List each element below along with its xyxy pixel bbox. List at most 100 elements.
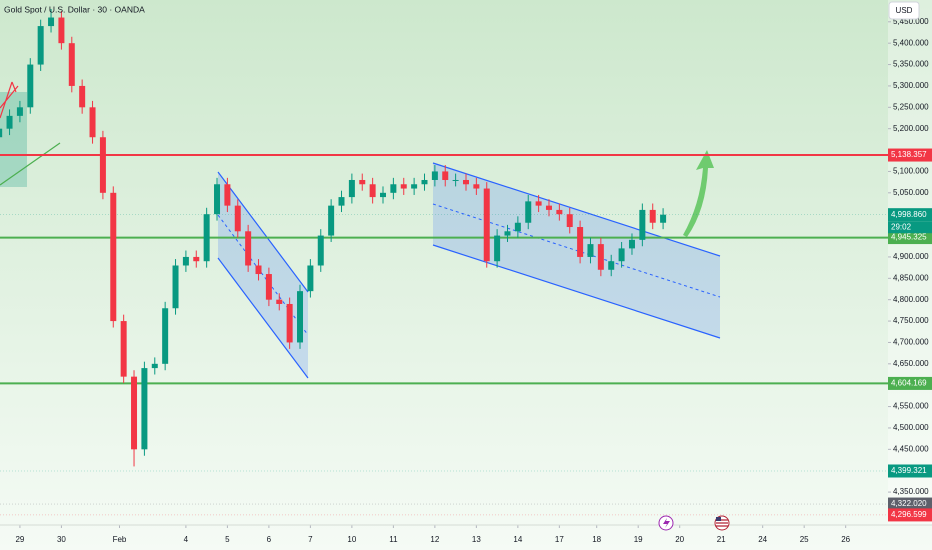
- candle-body: [214, 184, 221, 215]
- candle-body: [297, 291, 304, 343]
- candle-body: [120, 321, 127, 377]
- currency-label[interactable]: USD: [896, 6, 913, 15]
- price-tag-label: 4,945.325: [891, 233, 927, 242]
- candle-body: [141, 368, 148, 450]
- flag-canton: [716, 517, 721, 521]
- currency-button[interactable]: [888, 1, 920, 20]
- price-tag-label: 4,998.860: [891, 210, 927, 219]
- y-tick-label: 4,850.000: [893, 273, 929, 282]
- candle-body: [255, 265, 262, 275]
- price-tag-label: 4,296.599: [891, 510, 927, 519]
- x-tick-label: 30: [57, 535, 66, 544]
- candle-body: [442, 171, 449, 180]
- candle-body: [628, 239, 635, 249]
- candle-body: [473, 184, 480, 189]
- candle-body: [514, 222, 521, 232]
- x-tick-label: Feb: [113, 535, 127, 544]
- y-tick-label: 4,500.000: [893, 423, 929, 432]
- channel-line: [432, 244, 721, 339]
- x-tick-label: 6: [267, 535, 272, 544]
- y-tick-label: 4,700.000: [893, 338, 929, 347]
- x-tick-label: 14: [513, 535, 522, 544]
- x-tick-label: 20: [675, 535, 684, 544]
- timer: 29:02: [891, 222, 912, 231]
- candle-body: [0, 128, 3, 138]
- x-tick-label: 29: [15, 535, 24, 544]
- candle-body: [348, 179, 355, 198]
- candle-body: [307, 265, 314, 292]
- x-tick-label: 18: [592, 535, 601, 544]
- x-tick-label: 21: [717, 535, 726, 544]
- candle-body: [79, 85, 86, 108]
- candle-body: [566, 214, 573, 228]
- y-tick-label: 4,650.000: [893, 359, 929, 368]
- candle-body: [172, 265, 179, 309]
- price-tag-label: 4,604.169: [891, 379, 927, 388]
- candle-body: [649, 209, 656, 223]
- levels: [0, 154, 888, 516]
- drawings: [0, 81, 721, 379]
- candle-body: [286, 303, 293, 343]
- x-tick-label: 19: [634, 535, 643, 544]
- candle-body: [359, 179, 366, 185]
- candle-body: [182, 256, 189, 266]
- price-tag: [888, 231, 932, 245]
- price-tag: [888, 376, 932, 390]
- candle-body: [608, 261, 615, 270]
- price-axis: [888, 0, 932, 525]
- price-tag: [888, 508, 932, 522]
- channel-line: [217, 171, 309, 293]
- candle-body: [48, 17, 55, 27]
- candle-body: [110, 192, 117, 322]
- y-tick-label: 5,250.000: [893, 102, 929, 111]
- price-tag-label: 4,322.020: [891, 499, 927, 508]
- candle-body: [462, 179, 469, 185]
- candle-body: [525, 201, 532, 223]
- candle-body: [276, 299, 283, 304]
- arrow: [0, 142, 61, 186]
- candle-body: [369, 184, 376, 198]
- candle-body: [390, 184, 397, 193]
- candle-body: [265, 274, 272, 300]
- y-tick-label: 5,050.000: [893, 188, 929, 197]
- y-tick-label: 4,900.000: [893, 252, 929, 261]
- x-tick-label: 13: [472, 535, 481, 544]
- x-tick-label: 12: [430, 535, 439, 544]
- candle-body: [328, 205, 335, 236]
- candle-body: [162, 308, 169, 364]
- price-tag-label: 5,138.357: [891, 150, 927, 159]
- candle-body: [193, 256, 200, 262]
- price-tag: [888, 464, 932, 478]
- x-tick-label: 24: [758, 535, 767, 544]
- candle-body: [556, 209, 563, 215]
- chart-title: Gold Spot / U.S. Dollar · 30 · OANDA: [4, 4, 145, 14]
- candle-body: [431, 171, 438, 180]
- candle-body: [452, 179, 459, 181]
- candle-body: [16, 107, 23, 116]
- x-tick-label: 4: [184, 535, 189, 544]
- y-tick-label: 4,800.000: [893, 295, 929, 304]
- candle-body: [58, 17, 65, 44]
- candles: [0, 8, 667, 467]
- candle-body: [380, 192, 387, 198]
- candle-body: [99, 137, 106, 193]
- price-tag: [888, 497, 932, 511]
- candle-body: [660, 214, 667, 223]
- x-tick-label: 11: [389, 535, 398, 544]
- candle-body: [639, 209, 646, 240]
- price-tag: [888, 208, 932, 222]
- candle-body: [400, 184, 407, 189]
- candle-body: [338, 197, 345, 206]
- candle-body: [234, 205, 241, 232]
- candle-body: [535, 201, 542, 206]
- candle-body: [203, 214, 210, 262]
- candle-body: [224, 184, 231, 206]
- candle-body: [89, 107, 96, 138]
- channel-mid: [217, 214, 309, 336]
- candle-body: [597, 244, 604, 270]
- axis: 5,450.000 5,400.000 5,350.000 5,300.000 5,25…: [15, 17, 932, 544]
- candle-body: [577, 227, 584, 257]
- y-tick-label: 5,300.000: [893, 81, 929, 90]
